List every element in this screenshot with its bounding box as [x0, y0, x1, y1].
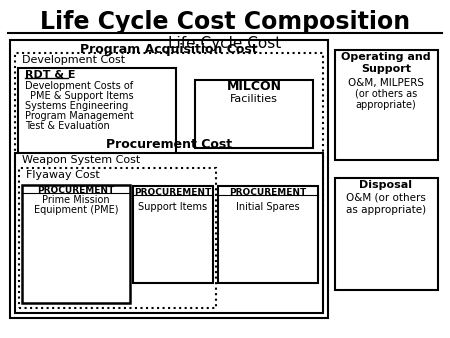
Text: Facilities: Facilities — [230, 94, 278, 104]
Text: Support Items: Support Items — [139, 202, 207, 212]
Text: PROCUREMENT: PROCUREMENT — [135, 188, 211, 197]
Text: Systems Engineering: Systems Engineering — [25, 101, 128, 111]
Text: Life Cycle Cost Composition: Life Cycle Cost Composition — [40, 10, 410, 34]
Text: Test & Evaluation: Test & Evaluation — [25, 121, 110, 131]
Text: Prime Mission: Prime Mission — [42, 195, 110, 205]
FancyBboxPatch shape — [133, 186, 213, 283]
FancyBboxPatch shape — [218, 186, 318, 283]
Text: Equipment (PME): Equipment (PME) — [34, 205, 118, 215]
Text: Development Cost: Development Cost — [22, 55, 125, 65]
Text: appropriate): appropriate) — [356, 100, 416, 110]
Text: Support: Support — [361, 64, 411, 74]
Text: PROCUREMENT: PROCUREMENT — [230, 188, 306, 197]
FancyBboxPatch shape — [10, 40, 328, 318]
Text: as appropriate): as appropriate) — [346, 205, 426, 215]
FancyBboxPatch shape — [335, 50, 438, 160]
Text: Development Costs of: Development Costs of — [25, 81, 133, 91]
FancyBboxPatch shape — [22, 185, 130, 303]
Text: Weapon System Cost: Weapon System Cost — [22, 155, 140, 165]
Text: (or others as: (or others as — [355, 89, 417, 99]
Text: PME & Support Items: PME & Support Items — [30, 91, 134, 101]
FancyBboxPatch shape — [195, 80, 313, 148]
Text: Initial Spares: Initial Spares — [236, 202, 300, 212]
Text: Life Cycle Cost: Life Cycle Cost — [168, 36, 282, 51]
FancyBboxPatch shape — [15, 153, 323, 313]
Text: PROCUREMENT: PROCUREMENT — [37, 186, 115, 195]
Text: MILCON: MILCON — [226, 80, 282, 93]
FancyBboxPatch shape — [18, 68, 176, 180]
Text: RDT & E: RDT & E — [25, 70, 76, 80]
FancyBboxPatch shape — [19, 168, 216, 308]
Text: Procurement Cost: Procurement Cost — [106, 138, 232, 151]
Text: Flyaway Cost: Flyaway Cost — [26, 170, 100, 180]
Text: O&M, MILPERS: O&M, MILPERS — [348, 78, 424, 88]
Text: Program Management: Program Management — [25, 111, 134, 121]
Text: Operating and: Operating and — [341, 52, 431, 62]
Text: Disposal: Disposal — [360, 180, 413, 190]
Text: O&M (or others: O&M (or others — [346, 193, 426, 203]
FancyBboxPatch shape — [335, 178, 438, 290]
Text: Program Acquisition Cost: Program Acquisition Cost — [80, 43, 258, 56]
FancyBboxPatch shape — [15, 53, 323, 208]
